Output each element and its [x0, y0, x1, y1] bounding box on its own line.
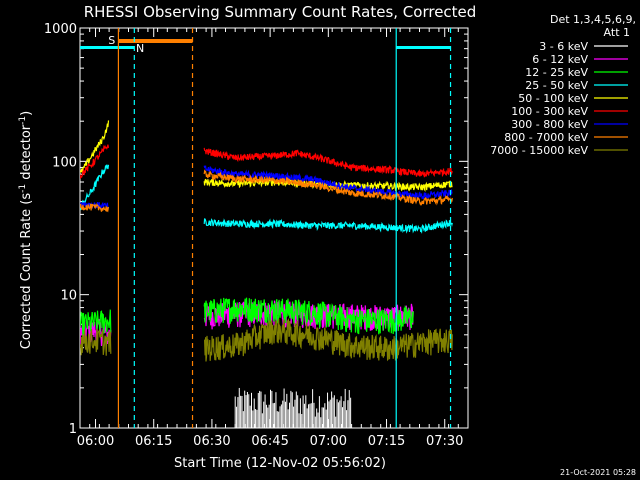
- series-line-100-300-keV: [203, 147, 453, 178]
- legend-entry-label: 800 - 7000 keV: [504, 131, 588, 144]
- y-axis-label-main: Corrected Count Rate (s: [19, 193, 34, 350]
- night-state-label: N: [136, 42, 144, 55]
- y-axis-label: Corrected Count Rate (s-1 detector-1): [18, 111, 34, 349]
- legend-entry-label: 3 - 6 keV: [539, 40, 588, 53]
- legend-subtitle: Att 1: [604, 26, 630, 39]
- x-tick-label: 06:15: [135, 434, 172, 449]
- legend-entry-label: 25 - 50 keV: [525, 79, 588, 92]
- y-tick-label: 10: [60, 289, 77, 304]
- legend-entry-label: 300 - 800 keV: [511, 118, 588, 131]
- plot-area: 1 10 100 1000 06:00 06:15 06:30 06:45 07:00 07:15…: [44, 22, 469, 449]
- x-tick-label: 07:30: [426, 434, 463, 449]
- legend-entry-label: 50 - 100 keV: [518, 92, 588, 105]
- series-line-12-25-keV: [203, 297, 414, 335]
- series-line-800-7000-keV: [80, 203, 110, 213]
- legend-title: Det 1,3,4,5,6,9,: [550, 13, 636, 26]
- y-axis-label-end: ): [19, 111, 34, 116]
- series-line-100-300-keV: [80, 144, 110, 180]
- attenuator-state-label: S: [108, 34, 115, 47]
- legend-entry-label: 12 - 25 keV: [525, 66, 588, 79]
- series-line-12-25-keV: [80, 309, 112, 339]
- series-line-7000-15000-keV: [203, 318, 453, 362]
- legend-entry-label: 7000 - 15000 keV: [490, 144, 588, 157]
- series-line-300-800-keV: [203, 165, 453, 200]
- data-layer: [80, 28, 453, 428]
- x-tick-label: 06:45: [251, 434, 288, 449]
- legend-entry-label: 6 - 12 keV: [532, 53, 588, 66]
- legend-entry-label: 100 - 300 keV: [511, 105, 588, 118]
- y-tick-label: 1000: [44, 22, 77, 37]
- series-line-7000-15000-keV: [80, 328, 112, 356]
- series-line-6-12-keV: [203, 300, 414, 331]
- night-state-bar: [396, 46, 451, 49]
- night-state-bar: [80, 46, 135, 49]
- y-axis-label-mid: detector: [19, 124, 34, 184]
- x-tick-label: 06:00: [77, 434, 114, 449]
- y-tick-label: 1: [69, 422, 77, 437]
- series-line-25-50-keV: [203, 218, 453, 234]
- x-tick-label: 07:00: [310, 434, 347, 449]
- x-tick-label: 06:30: [193, 434, 230, 449]
- series-line-300-800-keV: [80, 201, 110, 211]
- x-axis-label: Start Time (12-Nov-02 05:56:02): [174, 456, 386, 471]
- footer-timestamp: 21-Oct-2021 05:28: [560, 468, 636, 477]
- attenuator-state-bar: [118, 39, 193, 43]
- y-axis-label-sup2: -1: [18, 116, 28, 125]
- chart-title: RHESSI Observing Summary Count Rates, Co…: [84, 3, 477, 21]
- series-line-50-100-keV: [80, 120, 110, 173]
- y-axis-label-sup1: -1: [18, 184, 28, 193]
- series-line-800-7000-keV: [203, 169, 453, 207]
- y-tick-label: 100: [52, 155, 77, 170]
- series-line-25-50-keV: [80, 164, 110, 211]
- x-tick-label: 07:15: [368, 434, 405, 449]
